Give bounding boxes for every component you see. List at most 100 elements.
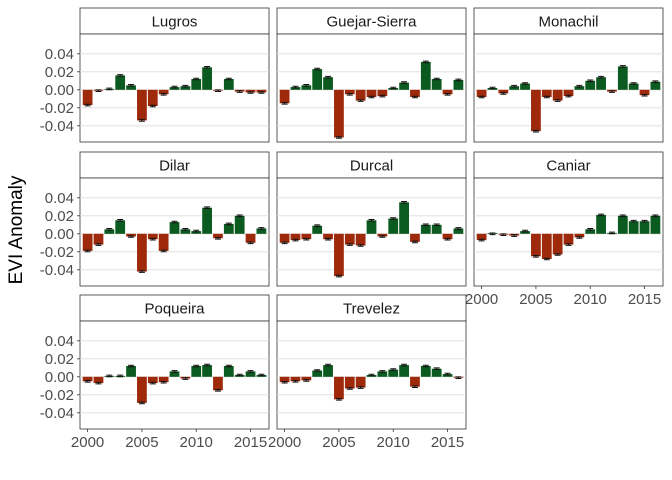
bar-caniar-2006 bbox=[541, 233, 552, 259]
error-bar bbox=[117, 374, 124, 378]
error-bar bbox=[379, 94, 386, 98]
y-tick-label: 0.04 bbox=[45, 333, 74, 350]
bar-dilar-2000 bbox=[82, 233, 93, 251]
error-bar bbox=[325, 363, 332, 367]
error-bar bbox=[335, 136, 342, 139]
error-bar bbox=[598, 213, 605, 217]
bar-monachil-2000 bbox=[476, 89, 487, 97]
bar-guejar-sierra-2005 bbox=[334, 89, 344, 138]
facet-title: Durcal bbox=[350, 158, 393, 175]
error-bar bbox=[84, 103, 91, 107]
error-bar bbox=[193, 364, 200, 368]
error-bar bbox=[433, 77, 440, 81]
error-bar bbox=[455, 227, 462, 230]
bar-guejar-sierra-2011 bbox=[399, 82, 409, 90]
bar-monachil-2005 bbox=[531, 89, 541, 132]
error-bar bbox=[608, 90, 615, 93]
bar-poqueira-2005 bbox=[137, 376, 147, 403]
error-bar bbox=[106, 87, 113, 91]
error-bar bbox=[281, 241, 288, 245]
error-bar bbox=[214, 237, 221, 240]
error-bar bbox=[214, 389, 221, 392]
facet-strip bbox=[473, 7, 664, 35]
error-bar bbox=[292, 380, 299, 383]
y-tick-label: 0.00 bbox=[45, 369, 74, 386]
bar-dilar-2008 bbox=[169, 222, 180, 234]
error-bar bbox=[117, 219, 124, 222]
error-bar bbox=[292, 238, 299, 242]
bar-dilar-2014 bbox=[234, 215, 245, 234]
error-bar bbox=[511, 234, 518, 237]
error-bar bbox=[587, 228, 594, 231]
x-tick-label: 2005 bbox=[322, 434, 355, 451]
bar-dilar-2002 bbox=[104, 229, 115, 234]
error-bar bbox=[576, 84, 583, 88]
error-bar bbox=[433, 367, 440, 370]
facet-title: Monachil bbox=[538, 14, 598, 31]
error-bar bbox=[619, 65, 626, 68]
error-bar bbox=[500, 233, 507, 236]
bar-durcal-2002 bbox=[301, 233, 312, 240]
plot-panel bbox=[473, 33, 664, 143]
error-bar bbox=[433, 223, 440, 227]
error-bar bbox=[303, 379, 310, 382]
facet-title: Guejar-Sierra bbox=[326, 14, 417, 31]
bar-trevelez-2012 bbox=[410, 376, 420, 387]
bar-lugros-2008 bbox=[169, 87, 180, 90]
bar-guejar-sierra-2009 bbox=[377, 89, 388, 97]
error-bar bbox=[511, 84, 518, 88]
bar-monachil-2004 bbox=[520, 83, 530, 90]
error-bar bbox=[314, 67, 321, 71]
error-bar bbox=[204, 363, 211, 367]
error-bar bbox=[379, 370, 386, 373]
bar-dilar-2012 bbox=[213, 233, 223, 239]
error-bar bbox=[390, 217, 397, 220]
bar-guejar-sierra-2006 bbox=[344, 89, 355, 95]
error-bar bbox=[138, 270, 145, 273]
error-bar bbox=[182, 84, 189, 88]
error-bar bbox=[619, 214, 626, 218]
error-bar bbox=[281, 380, 288, 384]
bar-trevelez-2015 bbox=[442, 374, 453, 377]
bar-dilar-2001 bbox=[93, 233, 104, 245]
bar-trevelez-2004 bbox=[323, 365, 333, 377]
error-bar bbox=[95, 89, 102, 92]
bar-durcal-2009 bbox=[377, 233, 388, 237]
error-bar bbox=[652, 80, 659, 83]
error-bar bbox=[225, 77, 232, 81]
error-bar bbox=[346, 243, 353, 246]
error-bar bbox=[193, 229, 200, 233]
bar-caniar-2011 bbox=[596, 214, 606, 234]
error-bar bbox=[160, 249, 167, 253]
bar-monachil-2013 bbox=[617, 66, 628, 90]
bar-dilar-2009 bbox=[180, 229, 191, 234]
error-bar bbox=[117, 74, 124, 77]
bar-caniar-2005 bbox=[531, 233, 541, 257]
error-bar bbox=[565, 243, 572, 246]
facet-panel: Caniar 2000 2005 2010 2015 bbox=[465, 151, 664, 308]
error-bar bbox=[182, 377, 189, 380]
x-tick-label: 2005 bbox=[519, 291, 552, 308]
bar-monachil-2003 bbox=[509, 86, 520, 90]
error-bar bbox=[258, 227, 265, 230]
y-tick-label: -0.02 bbox=[40, 244, 74, 261]
bar-durcal-2001 bbox=[290, 233, 301, 241]
error-bar bbox=[390, 86, 397, 90]
facet-panel: Durcal bbox=[276, 151, 467, 287]
error-bar bbox=[171, 220, 178, 224]
error-bar bbox=[160, 93, 167, 96]
error-bar bbox=[554, 99, 561, 102]
error-bar bbox=[543, 257, 550, 261]
bar-lugros-2000 bbox=[82, 89, 93, 106]
bar-trevelez-2013 bbox=[420, 366, 431, 377]
facet-strip bbox=[276, 151, 467, 179]
bar-caniar-2010 bbox=[585, 229, 596, 234]
bar-dilar-2007 bbox=[158, 233, 169, 251]
y-tick-label: 0.00 bbox=[45, 226, 74, 243]
bar-trevelez-2003 bbox=[312, 370, 323, 377]
bar-durcal-2000 bbox=[279, 233, 290, 243]
bar-guejar-sierra-2013 bbox=[420, 61, 431, 90]
error-bar bbox=[368, 219, 375, 222]
error-bar bbox=[489, 232, 496, 236]
